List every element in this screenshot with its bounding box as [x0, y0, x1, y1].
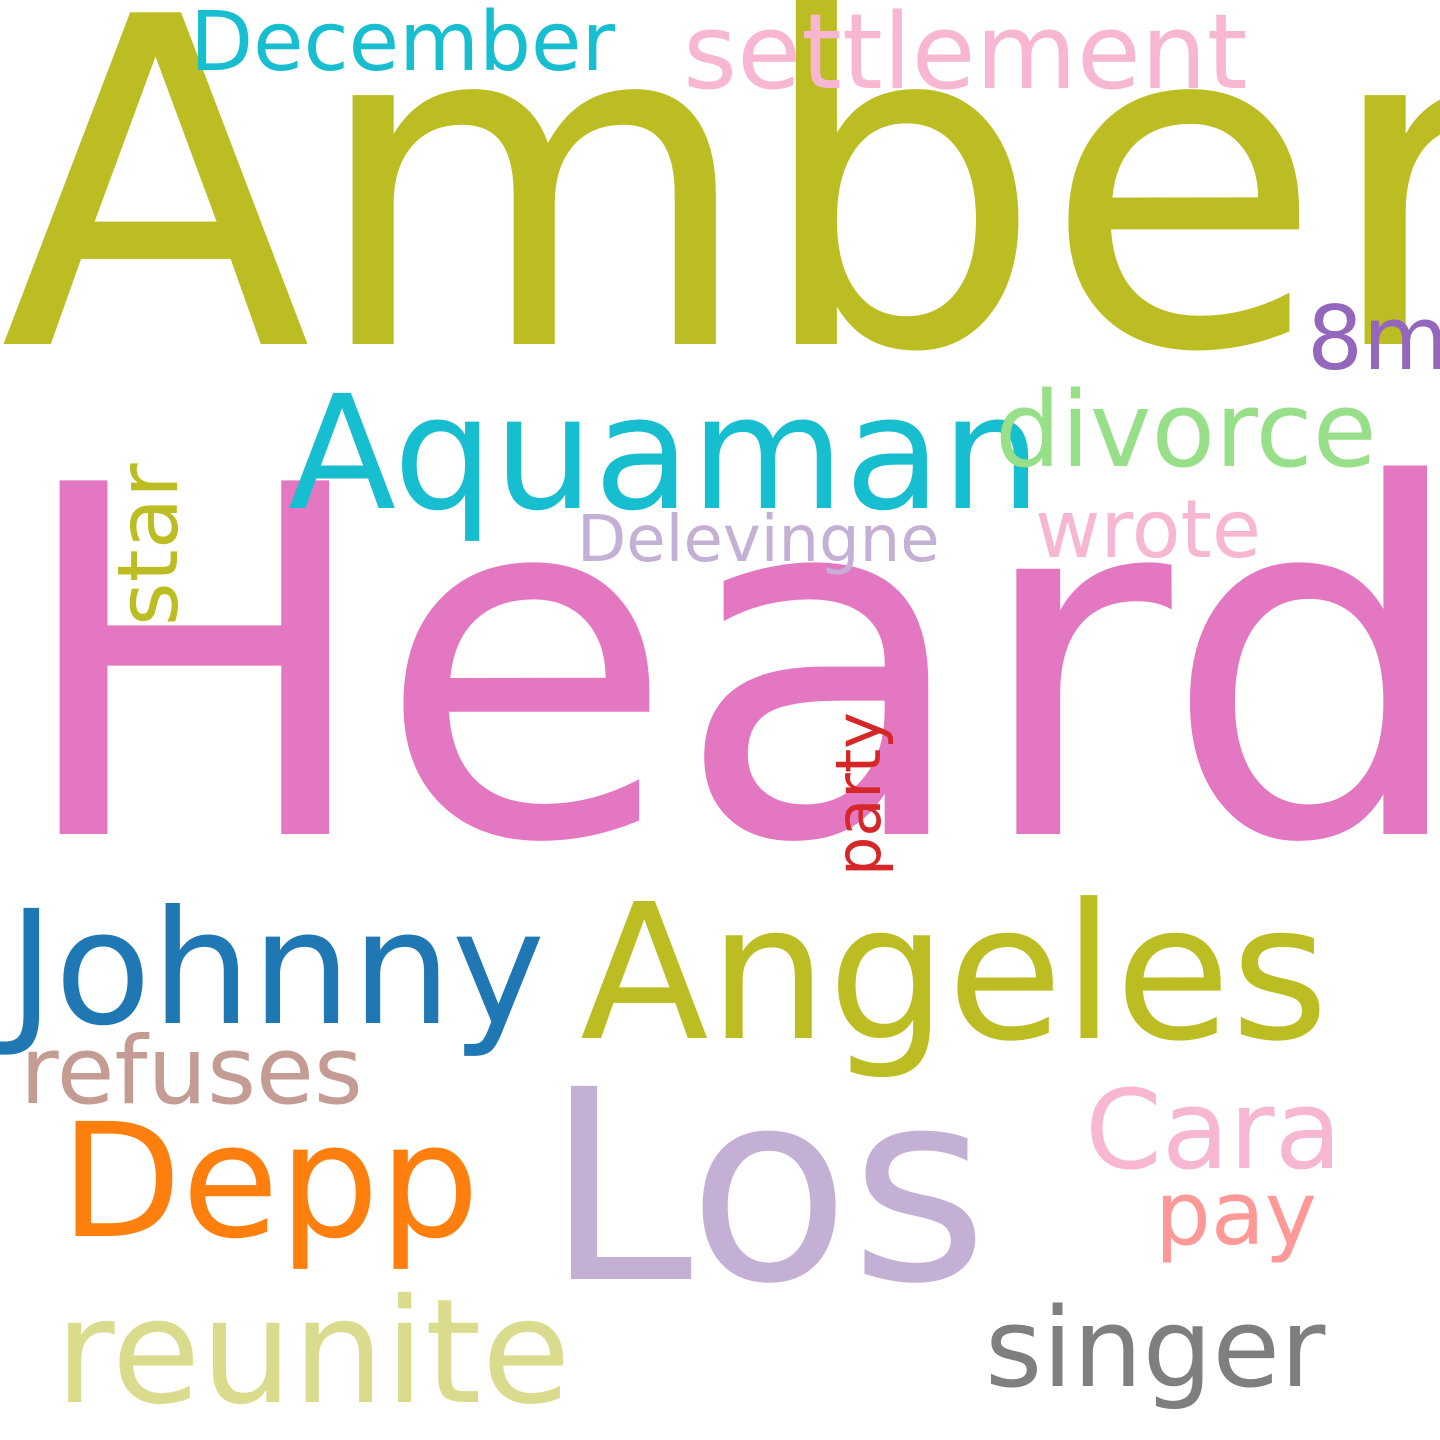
- word-party: party: [828, 712, 890, 876]
- word-pay: pay: [1155, 1170, 1317, 1258]
- word-star: star: [106, 463, 190, 626]
- word-december: December: [190, 2, 615, 84]
- word-los: Los: [545, 1056, 988, 1321]
- word-singer: singer: [985, 1293, 1325, 1403]
- word-depp: Depp: [60, 1103, 479, 1261]
- word-wrote: wrote: [1035, 490, 1261, 570]
- word-delevingne: Delevingne: [577, 508, 940, 572]
- word-divorce: divorce: [995, 378, 1377, 482]
- word-settlement: settlement: [683, 0, 1248, 104]
- word-reunite: reunite: [55, 1280, 571, 1425]
